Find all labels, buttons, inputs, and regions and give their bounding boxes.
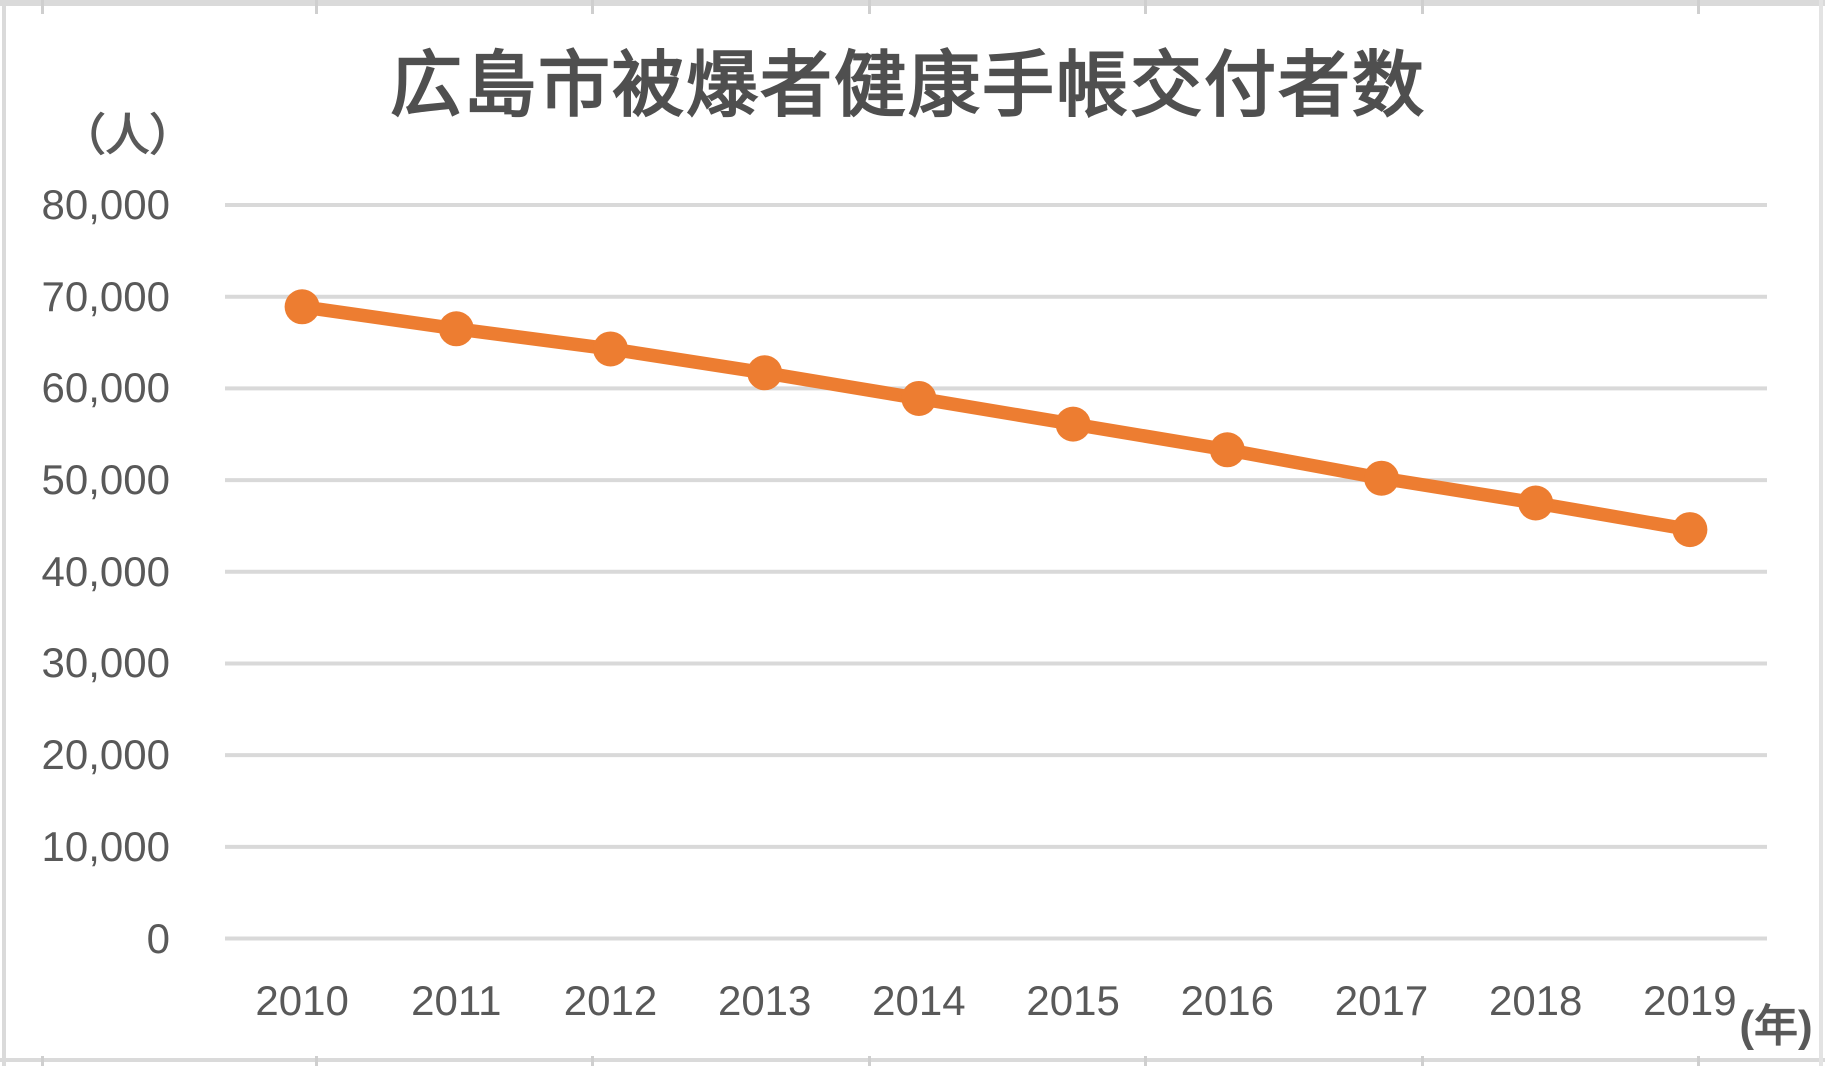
y-axis-tick-label: 50,000	[41, 456, 170, 504]
sheet-border-left	[2, 0, 6, 1066]
data-point-marker	[284, 289, 320, 325]
x-axis-tick-label: 2010	[255, 977, 349, 1024]
sheet-column-separator	[1697, 1056, 1700, 1066]
data-point-marker	[1518, 485, 1554, 521]
x-axis-tick-label: 2012	[563, 977, 658, 1024]
data-point-marker	[1209, 432, 1245, 468]
sheet-column-separator	[315, 1056, 318, 1066]
sheet-column-separator	[1421, 1056, 1424, 1066]
data-point-marker	[901, 380, 937, 416]
sheet-border-right	[1819, 0, 1823, 1066]
series-line	[295, 300, 1697, 537]
sheet-column-separator	[591, 0, 594, 14]
y-axis-tick-label: 10,000	[41, 822, 170, 870]
sheet-column-separator	[868, 1056, 871, 1066]
data-point-marker	[438, 311, 474, 347]
y-axis-tick-label: 30,000	[41, 639, 170, 687]
x-axis-tick-label: 2016	[1180, 977, 1275, 1024]
x-axis-tick-label: 2017	[1334, 977, 1429, 1024]
y-axis-tick-label: 70,000	[41, 272, 170, 320]
sheet-column-separator	[1144, 1056, 1147, 1066]
data-point-marker	[1672, 512, 1708, 548]
data-point-marker	[1055, 406, 1091, 442]
y-axis-tick-label: 0	[146, 914, 170, 962]
x-axis-tick-label: 2013	[717, 977, 812, 1024]
sheet-gridline-bottom	[0, 1058, 1825, 1062]
chart-title: 広島市被爆者健康手帳交付者数	[390, 46, 1427, 126]
x-axis-unit-label: (年)	[1739, 1002, 1813, 1051]
data-point-marker	[747, 355, 783, 391]
sheet-gridline-top	[0, 0, 1825, 6]
x-axis-tick-label: 2018	[1488, 977, 1583, 1024]
sheet-column-separator	[868, 0, 871, 14]
x-axis-tick-label: 2011	[411, 977, 502, 1024]
sheet-column-separator	[315, 0, 318, 14]
sheet-column-separator	[1144, 0, 1147, 14]
sheet-column-separator	[41, 0, 44, 14]
x-axis-tick-label: 2019	[1643, 977, 1737, 1024]
data-point-marker	[593, 331, 628, 367]
y-axis-tick-label: 80,000	[41, 181, 170, 228]
sheet-column-separator	[1697, 0, 1700, 14]
x-axis-tick-label: 2014	[872, 977, 966, 1024]
sheet-column-separator	[1421, 0, 1424, 14]
y-axis-unit-label: （人）	[61, 111, 194, 160]
data-point-marker	[1364, 460, 1399, 496]
y-axis-tick-label: 60,000	[41, 364, 170, 412]
y-axis-tick-label: 40,000	[41, 547, 170, 595]
sheet-column-separator	[41, 1056, 44, 1066]
x-axis-tick-label: 2015	[1026, 977, 1120, 1024]
sheet-column-separator	[591, 1056, 594, 1066]
y-axis-tick-label: 20,000	[41, 731, 170, 779]
